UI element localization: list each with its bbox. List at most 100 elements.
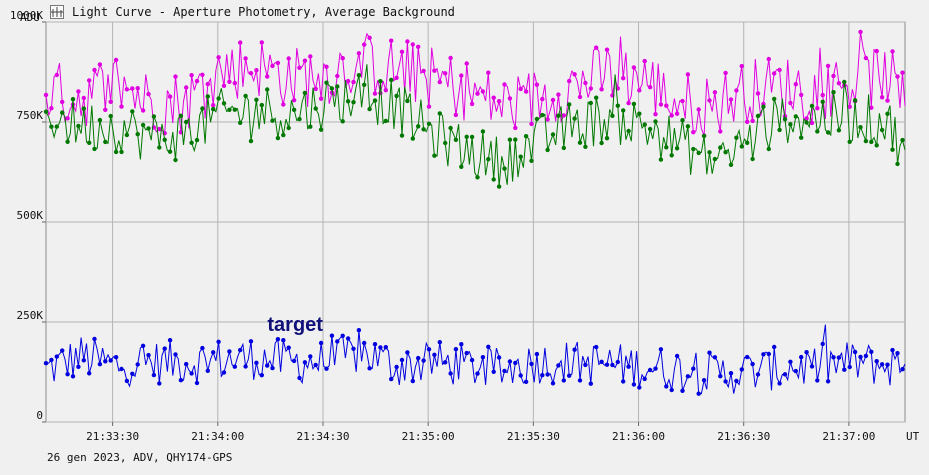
data-point [631, 382, 637, 387]
data-point [631, 65, 637, 70]
data-point [696, 150, 701, 156]
data-point [76, 89, 81, 94]
data-point [475, 175, 480, 180]
data-point [453, 137, 459, 142]
data-point [270, 365, 275, 371]
data-point [469, 134, 475, 140]
data-point [448, 125, 453, 131]
data-point [885, 362, 890, 367]
data-point [248, 339, 254, 344]
data-point [243, 364, 248, 369]
data-point [464, 134, 469, 139]
data-point [701, 378, 707, 383]
data-point [664, 384, 669, 389]
data-point [755, 113, 761, 119]
data-point [113, 57, 119, 63]
data-point [76, 123, 81, 129]
data-point [405, 39, 410, 44]
x-tick-label: 21:33:30 [86, 430, 139, 443]
data-point [184, 361, 189, 367]
data-point [540, 112, 545, 118]
data-point [831, 90, 836, 95]
data-point [124, 378, 130, 384]
data-point [739, 367, 744, 372]
data-point [399, 133, 405, 138]
data-point [238, 120, 243, 126]
data-point [70, 97, 76, 102]
data-point [610, 113, 615, 119]
data-point [453, 347, 459, 352]
data-point [399, 357, 405, 363]
data-point [599, 359, 604, 364]
data-point [313, 362, 318, 368]
data-point [405, 350, 410, 355]
data-point [567, 78, 572, 84]
data-point [766, 146, 771, 152]
x-tick-label: 21:34:00 [191, 430, 244, 443]
data-point [432, 153, 437, 158]
data-point [556, 113, 561, 118]
data-point [340, 119, 345, 124]
data-point [745, 354, 750, 360]
data-point [211, 350, 216, 355]
data-point [410, 378, 415, 384]
data-point [60, 110, 65, 115]
data-point [60, 348, 65, 353]
data-point [480, 129, 486, 134]
data-point [869, 105, 874, 110]
data-point [238, 40, 243, 45]
data-point [221, 370, 227, 375]
data-point [475, 91, 480, 96]
data-point [788, 359, 793, 364]
data-point [356, 328, 362, 333]
data-point [523, 89, 529, 94]
data-point [804, 120, 809, 125]
data-point [502, 82, 507, 87]
data-point [92, 67, 97, 73]
data-point [518, 373, 523, 378]
data-point [194, 78, 200, 84]
data-point [443, 140, 448, 146]
data-point [793, 82, 798, 87]
data-point [718, 374, 723, 379]
data-point [216, 55, 221, 60]
data-point [599, 87, 604, 92]
data-point [588, 86, 593, 91]
data-point [572, 116, 577, 121]
data-point [691, 366, 696, 371]
x-tick-label: 21:36:30 [717, 430, 770, 443]
data-point [647, 85, 653, 90]
series [43, 29, 906, 396]
data-point [200, 72, 205, 78]
data-point [275, 60, 281, 66]
data-point [254, 97, 259, 103]
data-point [362, 82, 367, 88]
data-point [383, 345, 388, 350]
data-point [189, 371, 194, 376]
data-point [793, 114, 798, 119]
series-0 [43, 324, 906, 396]
data-point [895, 351, 900, 356]
data-point [696, 391, 701, 396]
data-point [680, 118, 685, 123]
data-point [302, 58, 308, 63]
data-point [291, 98, 297, 103]
data-point [561, 145, 566, 151]
data-point [885, 111, 890, 117]
data-point [685, 72, 691, 77]
data-point [335, 73, 340, 79]
data-point [723, 150, 728, 155]
data-point [157, 145, 162, 150]
data-point [157, 381, 162, 386]
data-point [443, 71, 448, 76]
data-point [362, 340, 367, 346]
data-point [534, 82, 540, 87]
data-point [254, 68, 259, 73]
data-point [691, 130, 696, 135]
data-point [900, 70, 905, 75]
data-point [211, 106, 216, 112]
data-point [825, 63, 831, 69]
data-point [502, 368, 507, 374]
data-point [728, 97, 734, 102]
